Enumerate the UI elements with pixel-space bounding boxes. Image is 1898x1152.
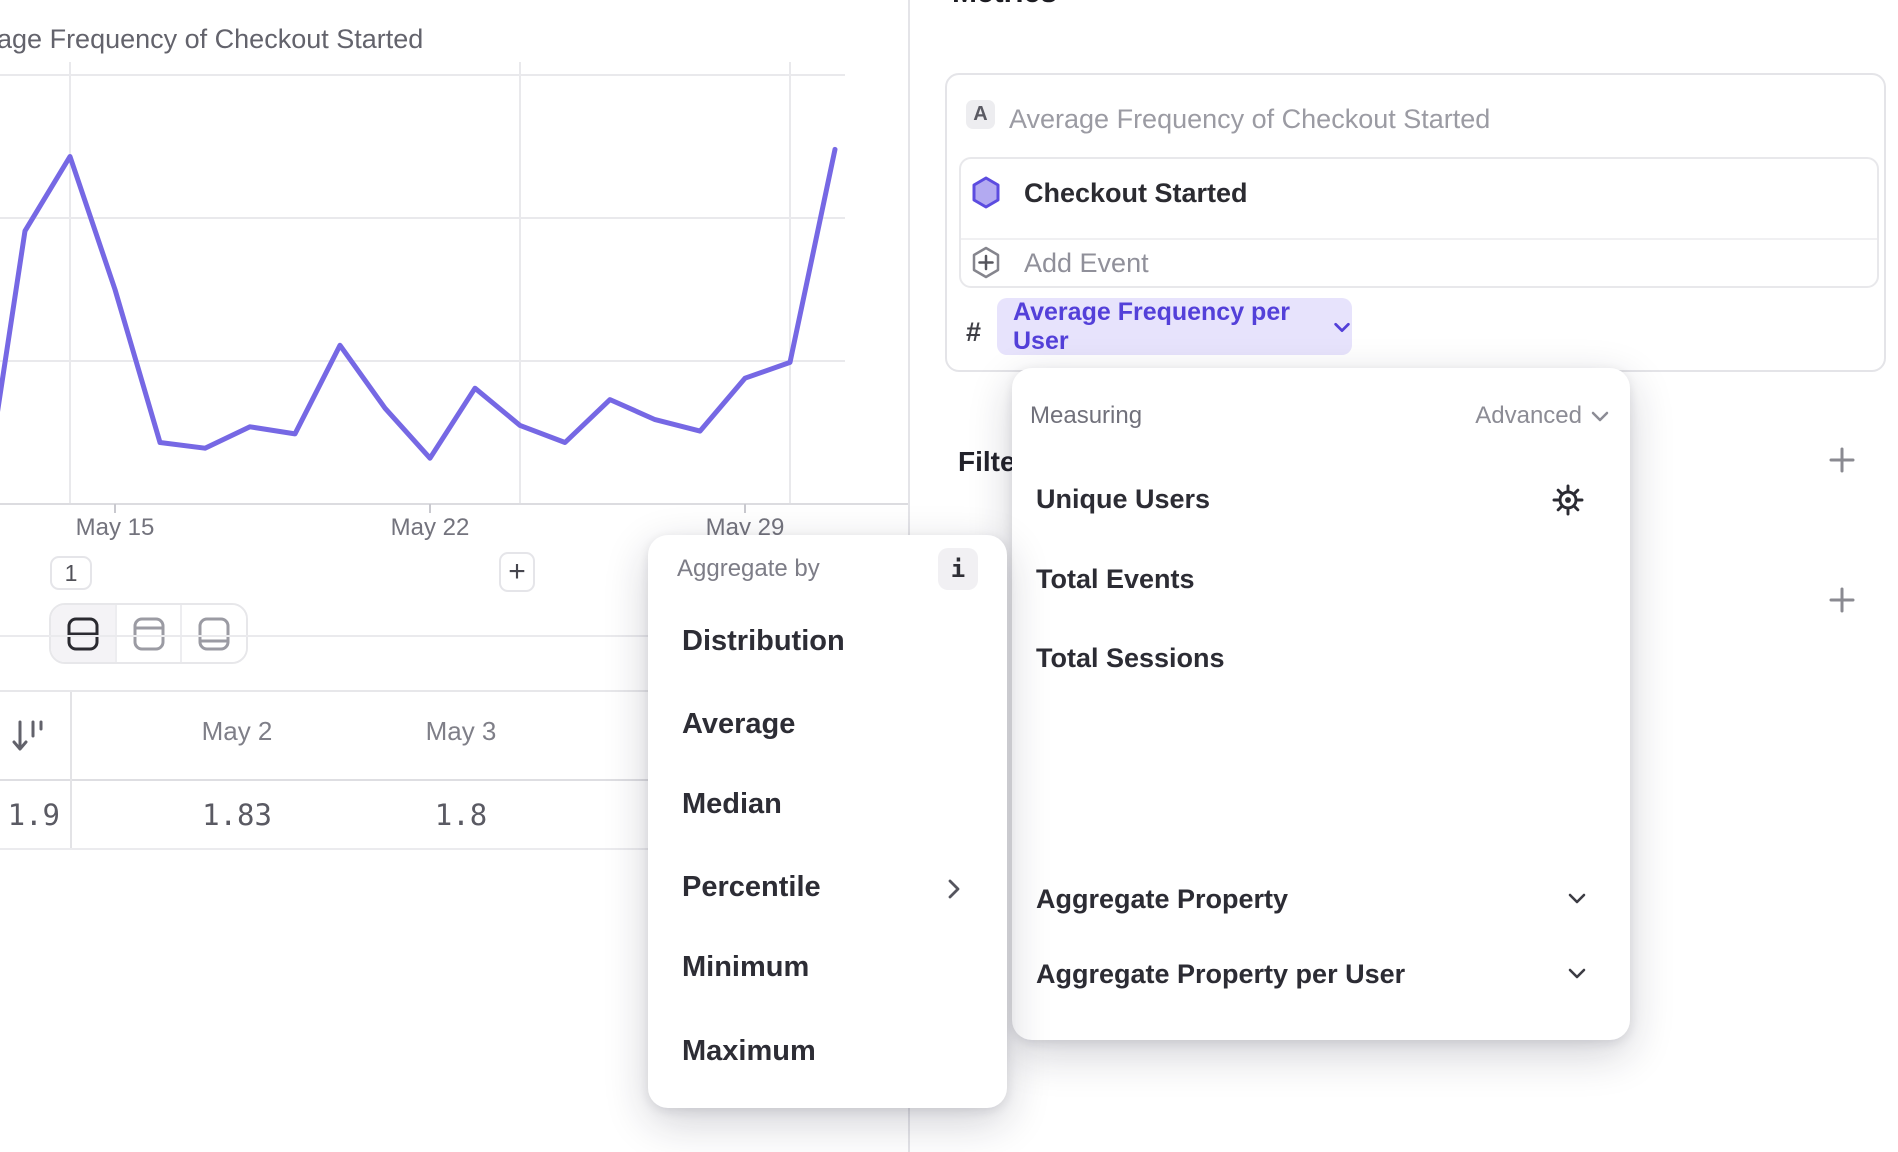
chevron-down-icon: [1568, 893, 1586, 904]
table-column-header[interactable]: May 2: [201, 716, 273, 746]
info-icon[interactable]: i: [938, 548, 978, 590]
sort-descending-icon[interactable]: [10, 718, 44, 756]
menu-item-minimum[interactable]: Minimum: [682, 951, 810, 983]
aggregate-by-dropdown-menu: [648, 535, 1007, 1108]
event-card-divider: [961, 238, 1877, 240]
add-breakdown-button[interactable]: [1824, 582, 1860, 618]
chevron-down-icon: [1334, 322, 1350, 332]
table-only-icon: [198, 617, 230, 650]
table-cell-overall: 1.9: [7, 798, 60, 832]
table-column-header[interactable]: May 3: [425, 716, 497, 746]
aggregate-by-header: Aggregate by: [677, 555, 820, 582]
metric-letter-badge: A: [966, 100, 995, 129]
measuring-dropdown-menu: [1012, 368, 1630, 1040]
menu-item-aggregate-property-per-user[interactable]: Aggregate Property per User: [1036, 959, 1406, 989]
menu-item-average[interactable]: Average: [682, 708, 796, 740]
event-hexagon-icon: [972, 176, 1000, 209]
view-layout-toggle: [49, 603, 248, 664]
menu-item-distribution[interactable]: Distribution: [682, 625, 845, 657]
chart-title: Average Frequency of Checkout Started: [0, 24, 424, 54]
metrics-section-heading: Metrics: [952, 0, 1057, 10]
menu-item-unique-users[interactable]: Unique Users: [1036, 484, 1211, 514]
add-button[interactable]: +: [499, 552, 535, 592]
measurement-dropdown-label: Average Frequency per User: [1013, 297, 1290, 355]
chart-only-icon: [133, 617, 164, 650]
advanced-toggle[interactable]: Advanced: [1440, 402, 1610, 430]
table-frozen-column-divider: [70, 692, 72, 848]
menu-item-aggregate-property[interactable]: Aggregate Property: [1036, 884, 1289, 914]
split-view-toggle[interactable]: [51, 605, 115, 662]
measurement-hash-icon: #: [966, 317, 982, 347]
table-only-toggle[interactable]: [180, 605, 246, 662]
add-event-button[interactable]: Add Event: [1024, 248, 1149, 278]
plus-icon: [1829, 587, 1855, 613]
chevron-right-icon: [948, 879, 960, 899]
menu-item-total-events[interactable]: Total Events: [1036, 564, 1195, 594]
menu-item-total-sessions[interactable]: Total Sessions: [1036, 643, 1225, 673]
event-name[interactable]: Checkout Started: [1024, 178, 1248, 208]
measurement-dropdown[interactable]: Average Frequency per User: [997, 298, 1352, 355]
gear-icon[interactable]: [1552, 484, 1584, 516]
line-chart: [0, 62, 908, 513]
x-axis-label: May 15: [75, 514, 155, 541]
add-filter-button[interactable]: [1824, 442, 1860, 478]
chevron-down-icon: [1568, 968, 1586, 979]
menu-item-percentile[interactable]: Percentile: [682, 871, 821, 903]
chevron-down-icon: [1591, 411, 1609, 421]
event-group-card: [959, 157, 1879, 288]
split-view-icon: [67, 617, 99, 650]
advanced-label: Advanced: [1475, 402, 1582, 429]
measuring-header: Measuring: [1030, 402, 1143, 429]
page-number-button[interactable]: 1: [50, 556, 92, 590]
menu-item-maximum[interactable]: Maximum: [682, 1035, 816, 1067]
table-top-border: [0, 690, 908, 692]
table-cell: 1.8: [434, 798, 488, 832]
chart-line: [0, 146, 838, 461]
table-cell: 1.83: [202, 798, 272, 832]
add-event-icon[interactable]: [971, 246, 1001, 279]
menu-item-median[interactable]: Median: [682, 788, 782, 820]
x-axis-label: May 22: [390, 514, 470, 541]
chart-only-toggle[interactable]: [114, 605, 181, 662]
metric-title[interactable]: Average Frequency of Checkout Started: [1009, 104, 1491, 134]
plus-icon: [1829, 447, 1855, 473]
pane-horizontal-divider: [0, 635, 908, 637]
table-header-border: [0, 779, 908, 781]
table-row-border: [0, 848, 908, 850]
